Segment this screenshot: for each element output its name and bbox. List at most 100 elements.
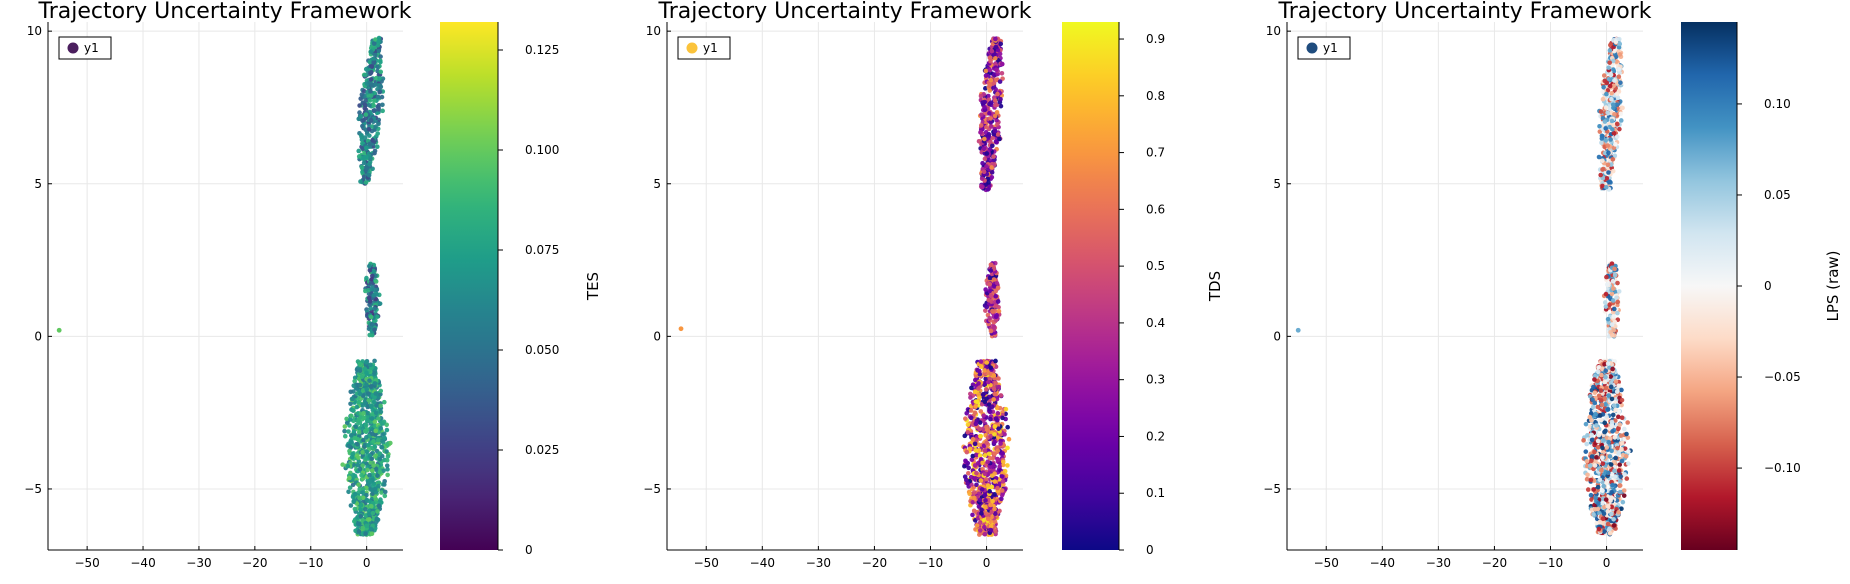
- scatter-point: [1612, 306, 1617, 312]
- scatter-point: [360, 388, 366, 393]
- scatter-point: [371, 98, 377, 103]
- colorbar: [1062, 22, 1119, 550]
- scatter-point: [986, 379, 991, 385]
- scatter-point: [988, 365, 994, 370]
- scatter-point: [978, 433, 984, 439]
- colorbar-tick-label: 0.6: [1146, 202, 1165, 216]
- scatter-point: [1602, 78, 1608, 84]
- scatter-point: [981, 413, 986, 418]
- scatter-point: [367, 378, 372, 383]
- scatter-point: [358, 114, 364, 119]
- scatter-point: [378, 84, 384, 90]
- scatter-point: [1618, 118, 1624, 123]
- scatter-point: [985, 459, 991, 465]
- scatter-point: [1603, 105, 1609, 110]
- scatter-point: [995, 411, 1001, 416]
- scatter-point: [996, 376, 1001, 381]
- scatter-point: [993, 102, 998, 108]
- scatter-point: [1602, 379, 1607, 385]
- scatter-point: [1003, 406, 1009, 412]
- scatter-point: [990, 143, 995, 149]
- scatter-point: [997, 464, 1002, 470]
- scatter-point: [992, 424, 998, 429]
- scatter-point: [1608, 72, 1614, 78]
- scatter-point: [1610, 278, 1616, 284]
- scatter-point: [993, 67, 999, 73]
- scatter-point: [1613, 142, 1618, 147]
- scatter-point: [966, 470, 971, 476]
- scatter-point: [981, 524, 987, 530]
- scatter-point: [1598, 397, 1604, 403]
- scatter-point: [367, 299, 373, 304]
- scatter-point: [1594, 423, 1599, 428]
- scatter-point: [1616, 509, 1621, 515]
- scatter-point: [1595, 404, 1601, 410]
- scatter-point: [993, 55, 998, 61]
- scatter-point: [1604, 445, 1610, 450]
- scatter-point: [351, 472, 356, 478]
- colorbar-tick-label: 0.05: [1764, 188, 1791, 202]
- scatter-point: [1588, 492, 1594, 498]
- scatter-point: [989, 473, 995, 478]
- scatter-point: [993, 293, 999, 299]
- scatter-point: [982, 104, 987, 110]
- scatter-point: [991, 154, 996, 159]
- scatter-point: [1613, 379, 1619, 384]
- scatter-point: [979, 176, 985, 181]
- scatter-point: [364, 523, 370, 529]
- scatter-point: [985, 187, 991, 192]
- scatter-point: [995, 485, 1000, 491]
- scatter-point: [367, 133, 372, 138]
- scatter-point: [1597, 477, 1603, 483]
- scatter-point: [364, 492, 369, 498]
- scatter-point: [1611, 523, 1617, 528]
- scatter-point: [364, 497, 370, 503]
- scatter-point: [1594, 455, 1599, 460]
- y-tick-label: 0: [34, 329, 42, 343]
- scatter-point: [352, 506, 358, 512]
- scatter-point: [1590, 404, 1596, 410]
- scatter-point: [1609, 96, 1614, 102]
- scatter-point: [353, 424, 358, 430]
- scatter-point: [984, 440, 990, 446]
- scatter-point: [1593, 411, 1598, 417]
- scatter-point: [1598, 172, 1603, 178]
- scatter-point: [368, 77, 374, 82]
- scatter-point: [995, 91, 1000, 97]
- scatter-point: [347, 485, 353, 490]
- scatter-point: [368, 460, 373, 465]
- scatter-point: [1606, 470, 1611, 476]
- scatter-point: [368, 314, 374, 320]
- scatter-point: [357, 361, 362, 367]
- scatter-point: [363, 531, 368, 537]
- scatter-point: [1295, 327, 1301, 333]
- scatter-point: [377, 89, 382, 95]
- scatter-point: [356, 148, 361, 154]
- scatter-point: [375, 517, 381, 523]
- scatter-point: [1602, 300, 1608, 305]
- scatter-point: [1603, 137, 1609, 143]
- scatter-point: [977, 453, 983, 458]
- scatter-point: [366, 442, 371, 448]
- scatter-point: [1005, 463, 1010, 468]
- scatter-point: [1610, 157, 1616, 162]
- scatter-point: [342, 424, 348, 429]
- scatter-point: [980, 460, 985, 466]
- scatter-point: [1604, 91, 1609, 97]
- scatter-point: [993, 529, 998, 534]
- scatter-point: [982, 368, 987, 373]
- scatter-point: [991, 397, 997, 402]
- scatter-point: [371, 56, 376, 62]
- scatter-point: [375, 509, 380, 514]
- scatter-point: [366, 173, 372, 178]
- scatter-point: [363, 506, 368, 512]
- scatter-point: [985, 516, 991, 522]
- scatter-point: [351, 429, 357, 434]
- scatter-point: [1617, 36, 1622, 42]
- scatter-point: [984, 124, 989, 130]
- colorbar-tick-label: 0: [1764, 279, 1772, 293]
- scatter-point: [992, 128, 998, 134]
- scatter-point: [378, 391, 383, 397]
- scatter-point: [364, 449, 370, 455]
- scatter-point: [354, 404, 360, 410]
